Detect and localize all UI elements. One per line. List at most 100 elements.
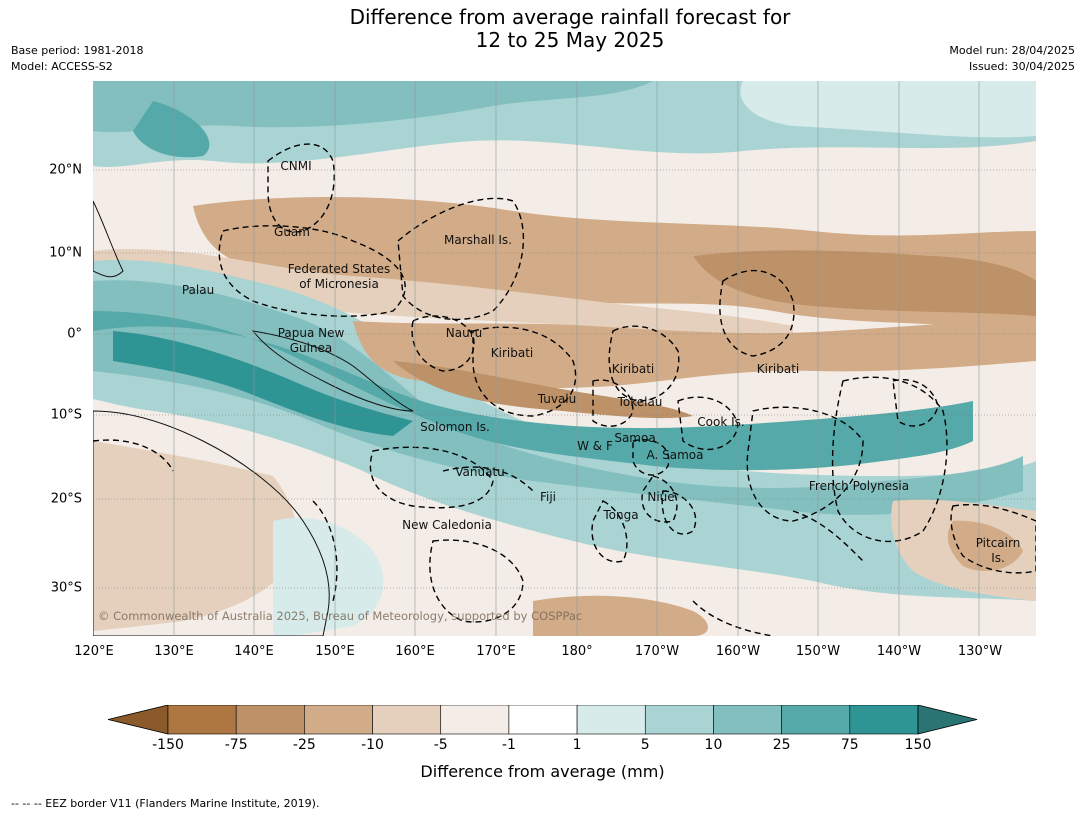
philippines-outline [93, 200, 124, 278]
place-niue: Niue [647, 490, 675, 504]
colorbar-label: 150 [904, 737, 932, 753]
place-png-line1: Papua New [277, 326, 345, 340]
place-guam: Guam [274, 225, 310, 239]
place-wallis-futuna: W & F [577, 439, 613, 453]
colorbar-segment [167, 704, 237, 735]
colorbar-segment [508, 704, 578, 735]
title-line-1: Difference from average rainfall forecas… [349, 5, 791, 29]
colorbar-label: -25 [292, 737, 316, 753]
australia-dry-area [93, 441, 297, 631]
chart-title: Difference from average rainfall forecas… [0, 6, 1085, 52]
issued-date: Issued: 30/04/2025 [968, 60, 1075, 73]
colorbar [107, 704, 978, 735]
place-vanuatu: Vanuatu [455, 465, 505, 479]
model-run: Model run: 28/04/2025 [949, 44, 1075, 57]
place-tonga: Tonga [603, 508, 639, 522]
map-svg [93, 81, 1036, 636]
y-tick-10n: 10°N [49, 245, 82, 261]
x-tick-130w: 130°W [957, 644, 1003, 659]
x-tick-170w: 170°W [634, 644, 680, 659]
australia-outline [93, 410, 330, 636]
place-fsm-line2: of Micronesia [299, 277, 379, 291]
y-tick-0: 0° [67, 326, 82, 342]
x-tick-140e: 140°E [234, 644, 274, 659]
x-tick-180: 180° [561, 644, 593, 659]
x-tick-130e: 130°E [154, 644, 194, 659]
place-png-line2: Guinea [289, 341, 333, 355]
colorbar-label: 75 [840, 737, 859, 753]
colorbar-title: Difference from average (mm) [420, 762, 665, 781]
colorbar-label: -5 [433, 737, 448, 753]
place-kiribati-phoenix: Kiribati [611, 362, 655, 376]
place-cnmi: CNMI [280, 159, 312, 173]
y-tick-20s: 20°S [50, 491, 82, 507]
colorbar-label: -75 [224, 737, 248, 753]
meta-left: Base period: 1981-2018 Model: ACCESS-S2 [11, 43, 143, 75]
north-wet-spot [133, 101, 210, 158]
place-fsm-line1: Federated States [287, 262, 391, 276]
y-tick-20n: 20°N [49, 162, 82, 178]
tropical-wet-max [113, 331, 413, 436]
place-tuvalu: Tuvalu [537, 392, 577, 406]
colorbar-extend-high [917, 704, 978, 735]
colorbar-label: 5 [640, 737, 650, 753]
base-period: Base period: 1981-2018 [11, 44, 144, 57]
place-samoa: Samoa [614, 431, 656, 445]
model-name: Model: ACCESS-S2 [11, 60, 113, 73]
x-tick-150e: 150°E [315, 644, 355, 659]
colorbar-segment [576, 704, 646, 735]
place-cook-is: Cook Is. [697, 415, 745, 429]
colorbar-segment [235, 704, 305, 735]
place-marshall-is: Marshall Is. [444, 233, 512, 247]
north-east-pale [740, 81, 1036, 138]
graticule [93, 169, 1036, 589]
place-palau: Palau [181, 283, 215, 297]
copyright-notice: © Commonwealth of Australia 2025, Bureau… [98, 609, 583, 623]
place-pitcairn-line1: Pitcairn [975, 536, 1021, 550]
x-tick-160e: 160°E [395, 644, 435, 659]
place-new-caledonia: New Caledonia [402, 518, 492, 532]
eez-borders [93, 143, 1036, 636]
y-tick-10s: 10°S [50, 407, 82, 423]
colorbar-label: -10 [361, 737, 384, 753]
north-dry-core [693, 250, 1036, 316]
place-french-polynesia: French Polynesia [808, 479, 910, 493]
rainfall-map [93, 81, 1036, 636]
north-wet-core [93, 81, 653, 133]
colorbar-extend-low [107, 704, 169, 735]
colorbar-label: -1 [501, 737, 516, 753]
x-tick-150w: 150°W [795, 644, 841, 659]
colorbar-segment [644, 704, 714, 735]
colorbar-segment [440, 704, 510, 735]
x-tick-170e: 170°E [476, 644, 516, 659]
colorbar-segment [781, 704, 851, 735]
colorbar-label: 1 [572, 737, 582, 753]
tasman-pale [273, 517, 384, 636]
meridians [173, 81, 980, 636]
eez-footnote: -- -- -- EEZ border V11 (Flanders Marine… [11, 797, 320, 810]
place-kiribati-gilbert: Kiribati [490, 346, 534, 360]
equatorial-dry-core [393, 361, 693, 419]
north-dry-edge [93, 248, 793, 341]
meta-right: Model run: 28/04/2025 Issued: 30/04/2025 [949, 43, 1075, 75]
place-tokelau: Tokelau [617, 395, 663, 409]
place-fiji: Fiji [539, 490, 557, 504]
place-american-samoa: A. Samoa [646, 448, 704, 462]
tropical-wet-heavy [93, 311, 973, 471]
x-tick-120e: 120°E [74, 644, 114, 659]
colorbar-label: 25 [772, 737, 791, 753]
colorbar-svg [107, 704, 978, 735]
colorbar-segment [372, 704, 442, 735]
place-pitcairn-line2: Is. [991, 551, 1005, 565]
title-line-2: 12 to 25 May 2025 [475, 28, 665, 52]
pitcairn-dry-spot [947, 520, 1023, 571]
equatorial-dry-band [353, 316, 1036, 389]
colorbar-segment [849, 704, 919, 735]
place-nauru: Nauru [445, 326, 483, 340]
tropical-wet-core [93, 280, 1023, 515]
colorbar-label: -150 [152, 737, 184, 753]
place-kiribati-line: Kiribati [756, 362, 800, 376]
new-guinea-outline [251, 330, 414, 412]
place-solomon-is: Solomon Is. [420, 420, 490, 434]
x-tick-140w: 140°W [876, 644, 922, 659]
